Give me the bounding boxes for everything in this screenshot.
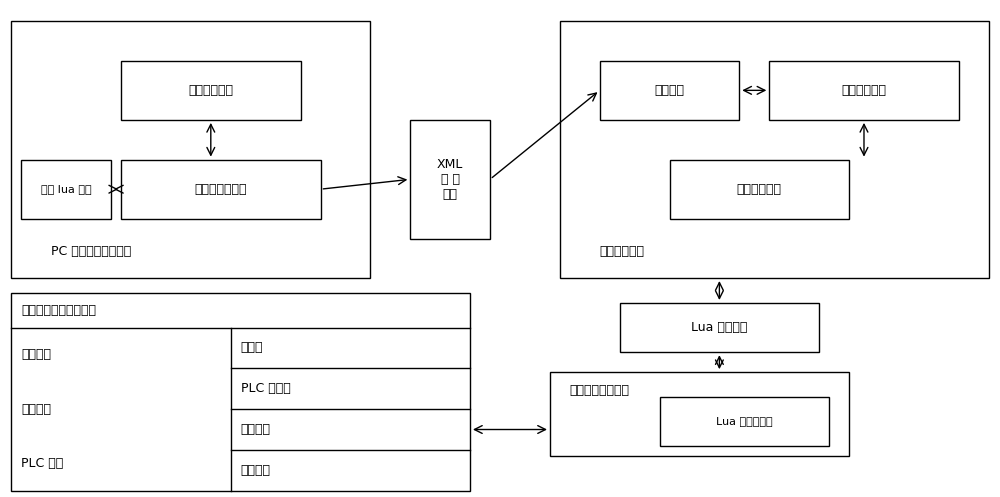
Text: PLC 控制: PLC 控制 (21, 457, 64, 470)
Text: PLC 寄存器: PLC 寄存器 (241, 382, 290, 395)
Text: 解析控件属性: 解析控件属性 (841, 84, 886, 97)
Bar (410, 120, 490, 239)
Bar (670, 160, 849, 219)
Bar (121, 160, 320, 219)
Text: 系统复位: 系统复位 (241, 464, 271, 477)
Bar (11, 293, 470, 491)
Bar (550, 372, 849, 456)
Text: 宏变量: 宏变量 (241, 341, 263, 354)
Text: 译码控制: 译码控制 (21, 348, 51, 361)
Text: 编辑 lua 脚本: 编辑 lua 脚本 (41, 184, 92, 194)
Text: 控件事件响应模块: 控件事件响应模块 (570, 384, 630, 398)
Bar (21, 160, 111, 219)
Text: PC 机界面个性化设计: PC 机界面个性化设计 (51, 246, 132, 258)
Text: 编辑界面控件: 编辑界面控件 (188, 84, 233, 97)
Text: 屏幕显示界面: 屏幕显示界面 (737, 183, 782, 196)
Text: 保存文件与脚本: 保存文件与脚本 (195, 183, 247, 196)
Text: XML
配 置
文件: XML 配 置 文件 (437, 158, 463, 201)
Text: 数控系统界面: 数控系统界面 (600, 246, 645, 258)
Bar (660, 397, 829, 446)
Bar (121, 61, 301, 120)
Bar (11, 21, 370, 278)
Bar (769, 61, 959, 120)
Bar (560, 21, 989, 278)
Text: 插补控制: 插补控制 (21, 403, 51, 415)
Text: Lua 脚本解释器: Lua 脚本解释器 (716, 416, 773, 426)
Bar (600, 61, 739, 120)
Text: Lua 脚本文件: Lua 脚本文件 (691, 321, 748, 334)
Text: 数控系统控制函数接口: 数控系统控制函数接口 (21, 304, 96, 317)
Text: 机床坐标: 机床坐标 (241, 423, 271, 436)
Text: 读取文件: 读取文件 (655, 84, 685, 97)
Bar (620, 303, 819, 352)
